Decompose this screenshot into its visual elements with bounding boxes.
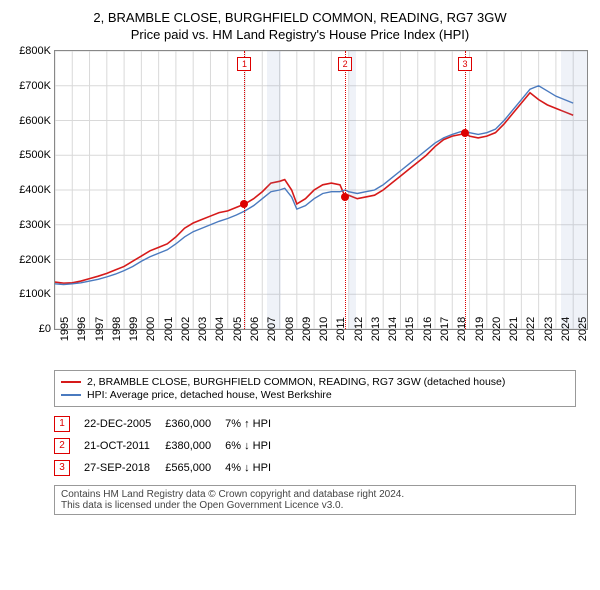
attribution-line2: This data is licensed under the Open Gov…: [61, 500, 569, 511]
sale-marker-point: [240, 200, 248, 208]
y-tick-label: £700K: [19, 80, 55, 92]
legend-label-hpi: HPI: Average price, detached house, West…: [87, 389, 332, 401]
plot-svg: [55, 51, 587, 329]
sales-row: 3 27-SEP-2018£565,0004% ↓ HPI: [54, 457, 285, 479]
y-tick-label: £300K: [19, 219, 55, 231]
sale-price: £380,000: [165, 435, 225, 457]
sales-row: 1 22-DEC-2005£360,0007% ↑ HPI: [54, 413, 285, 435]
x-tick-label: 2021: [504, 317, 520, 341]
y-tick-label: £100K: [19, 288, 55, 300]
sale-number-box: 1: [54, 416, 70, 432]
legend-row: 2, BRAMBLE CLOSE, BURGHFIELD COMMON, REA…: [61, 376, 569, 388]
chart: £0£100K£200K£300K£400K£500K£600K£700K£80…: [12, 50, 588, 330]
y-tick-label: £600K: [19, 115, 55, 127]
x-tick-label: 1997: [90, 317, 106, 341]
x-tick-label: 2008: [280, 317, 296, 341]
x-tick-label: 1995: [55, 317, 71, 341]
attribution-line1: Contains HM Land Registry data © Crown c…: [61, 489, 569, 500]
legend: 2, BRAMBLE CLOSE, BURGHFIELD COMMON, REA…: [54, 370, 576, 407]
sale-hpi-delta: 4% ↓ HPI: [225, 457, 285, 479]
plot-area: £0£100K£200K£300K£400K£500K£600K£700K£80…: [54, 50, 588, 330]
sale-price: £565,000: [165, 457, 225, 479]
sale-marker-line: [465, 51, 466, 329]
x-tick-label: 2010: [314, 317, 330, 341]
chart-title-address: 2, BRAMBLE CLOSE, BURGHFIELD COMMON, REA…: [12, 10, 588, 25]
y-tick-label: £400K: [19, 184, 55, 196]
x-tick-label: 2017: [435, 317, 451, 341]
x-tick-label: 2000: [141, 317, 157, 341]
y-tick-label: £500K: [19, 149, 55, 161]
x-tick-label: 2001: [159, 317, 175, 341]
sale-price: £360,000: [165, 413, 225, 435]
legend-row: HPI: Average price, detached house, West…: [61, 389, 569, 401]
sale-marker-label: 2: [338, 57, 352, 71]
attribution-box: Contains HM Land Registry data © Crown c…: [54, 485, 576, 515]
x-tick-label: 2014: [383, 317, 399, 341]
y-tick-label: £800K: [19, 45, 55, 57]
x-tick-label: 2012: [349, 317, 365, 341]
x-tick-label: 2025: [573, 317, 589, 341]
sales-row: 2 21-OCT-2011£380,0006% ↓ HPI: [54, 435, 285, 457]
sale-marker-label: 1: [237, 57, 251, 71]
legend-swatch-hpi: [61, 394, 81, 396]
sale-hpi-delta: 6% ↓ HPI: [225, 435, 285, 457]
x-tick-label: 2007: [262, 317, 278, 341]
chart-subtitle: Price paid vs. HM Land Registry's House …: [12, 27, 588, 42]
y-tick-label: £0: [39, 323, 55, 335]
x-tick-label: 2020: [487, 317, 503, 341]
sale-hpi-delta: 7% ↑ HPI: [225, 413, 285, 435]
x-tick-label: 2024: [556, 317, 572, 341]
sale-number-box: 3: [54, 460, 70, 476]
x-tick-label: 2003: [193, 317, 209, 341]
sale-date: 27-SEP-2018: [84, 457, 165, 479]
x-tick-label: 2009: [297, 317, 313, 341]
x-tick-label: 1998: [107, 317, 123, 341]
x-tick-label: 2019: [470, 317, 486, 341]
sales-table: 1 22-DEC-2005£360,0007% ↑ HPI 2 21-OCT-2011…: [54, 413, 576, 479]
x-tick-label: 2006: [245, 317, 261, 341]
y-tick-label: £200K: [19, 254, 55, 266]
x-tick-label: 2016: [418, 317, 434, 341]
legend-label-property: 2, BRAMBLE CLOSE, BURGHFIELD COMMON, REA…: [87, 376, 505, 388]
sale-marker-label: 3: [458, 57, 472, 71]
legend-swatch-property: [61, 381, 81, 383]
sale-marker-point: [461, 129, 469, 137]
x-tick-label: 2004: [210, 317, 226, 341]
x-tick-label: 1999: [124, 317, 140, 341]
sale-marker-point: [341, 193, 349, 201]
sale-marker-line: [345, 51, 346, 329]
sale-date: 21-OCT-2011: [84, 435, 165, 457]
x-tick-label: 1996: [72, 317, 88, 341]
x-tick-label: 2002: [176, 317, 192, 341]
sale-date: 22-DEC-2005: [84, 413, 165, 435]
x-tick-label: 2015: [400, 317, 416, 341]
x-tick-label: 2022: [521, 317, 537, 341]
sale-marker-line: [244, 51, 245, 329]
sale-number-box: 2: [54, 438, 70, 454]
x-tick-label: 2023: [539, 317, 555, 341]
x-tick-label: 2013: [366, 317, 382, 341]
x-tick-label: 2005: [228, 317, 244, 341]
